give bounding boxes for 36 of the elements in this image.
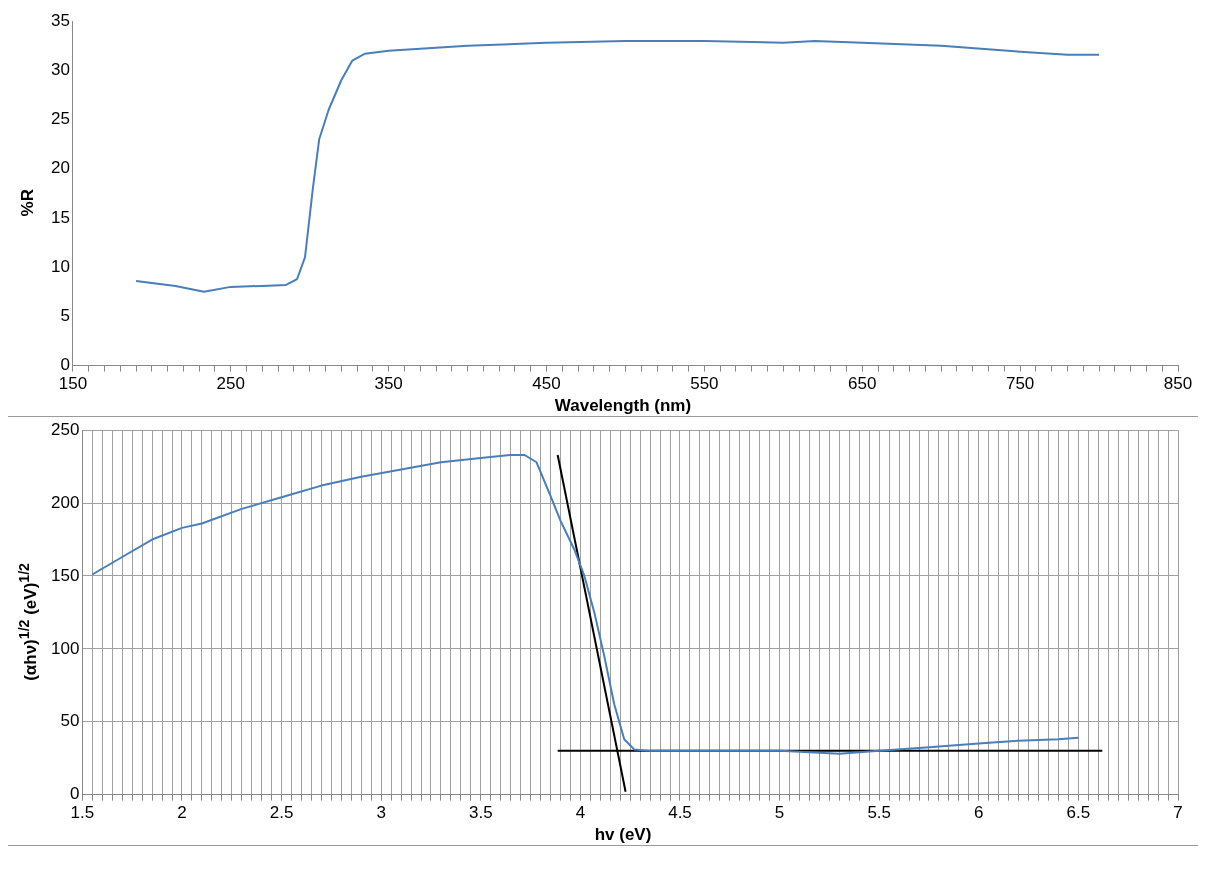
- y-tick-label: 100: [50, 638, 80, 658]
- x-tick-label: 5.5: [867, 803, 892, 823]
- y-tick-label: 150: [50, 565, 80, 585]
- y-tick-label: 25: [50, 109, 70, 129]
- x-tick-label: 2: [177, 803, 187, 823]
- x-tick-label: 2.5: [269, 803, 294, 823]
- x-tick-label: 650: [848, 374, 877, 394]
- x-tick-label: 5: [774, 803, 785, 823]
- y-tick-label: 20: [50, 158, 70, 178]
- y-tick-label: 50: [60, 711, 80, 731]
- x-tick-label: 6.5: [1066, 803, 1091, 823]
- x-tick-label: 850: [1163, 374, 1193, 394]
- y-tick-label: 30: [50, 60, 70, 80]
- x-axis-title: hv (eV): [593, 825, 653, 845]
- y-axis-title: %R: [18, 189, 38, 217]
- x-tick-label: 250: [216, 374, 245, 394]
- x-tick-label: 7: [1173, 803, 1183, 823]
- y-tick-label: 5: [60, 306, 70, 326]
- y-tick-label: 0: [69, 784, 80, 804]
- x-axis-title: Wavelength (nm): [553, 396, 693, 416]
- x-tick-label: 4.5: [668, 803, 692, 823]
- x-tick-label: 1.5: [70, 803, 95, 823]
- x-tick-label: 4: [575, 803, 586, 823]
- y-tick-label: 250: [50, 419, 80, 439]
- y-tick-label: 15: [50, 207, 70, 227]
- x-tick-label: 450: [532, 374, 561, 394]
- x-tick-label: 6: [974, 803, 984, 823]
- x-tick-label: 550: [690, 374, 719, 394]
- x-tick-label: 350: [374, 374, 403, 394]
- y-tick-label: 0: [60, 355, 70, 375]
- x-tick-label: 3: [376, 803, 386, 823]
- x-tick-label: 3.5: [468, 803, 493, 823]
- y-tick-label: 200: [50, 492, 80, 512]
- y-tick-label: 10: [50, 256, 70, 276]
- y-tick-label: 35: [50, 10, 70, 30]
- x-tick-label: 750: [1005, 374, 1035, 394]
